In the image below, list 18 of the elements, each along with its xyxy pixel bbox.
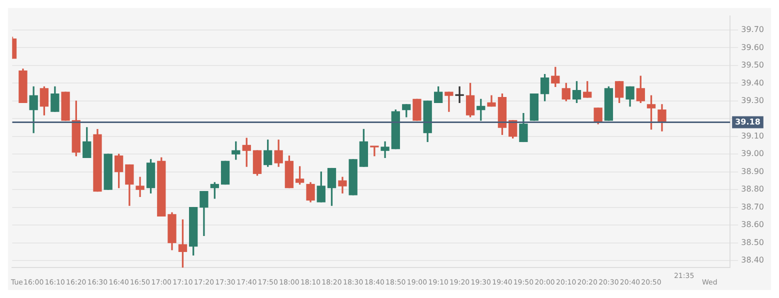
candlestick — [444, 92, 454, 112]
y-tick-label: 39.00 — [741, 149, 764, 158]
y-tick-label: 38.80 — [741, 184, 764, 194]
candlestick — [455, 86, 464, 104]
y-tick-label: 39.70 — [741, 25, 764, 34]
y-tick-label: 39.40 — [741, 78, 764, 88]
y-tick-label: 38.40 — [741, 256, 764, 265]
y-tick-label: 38.90 — [741, 166, 764, 176]
y-tick-label: 38.50 — [741, 238, 764, 247]
y-tick-label: 38.60 — [741, 220, 764, 230]
y-tick-label: 39.60 — [741, 42, 764, 52]
y-tick-label: 39.30 — [741, 96, 764, 105]
y-tick-label: 39.10 — [741, 131, 764, 140]
candlestick — [136, 176, 144, 197]
y-tick-label: 39.50 — [741, 60, 764, 70]
ref-line-label: 39.18 — [735, 117, 761, 126]
candlestick — [370, 146, 379, 156]
y-tick-label: 38.70 — [741, 202, 764, 212]
